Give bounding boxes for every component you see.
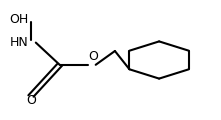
Text: OH: OH xyxy=(10,13,29,26)
Text: HN: HN xyxy=(10,36,29,49)
Text: O: O xyxy=(26,94,36,107)
Text: O: O xyxy=(88,51,98,63)
